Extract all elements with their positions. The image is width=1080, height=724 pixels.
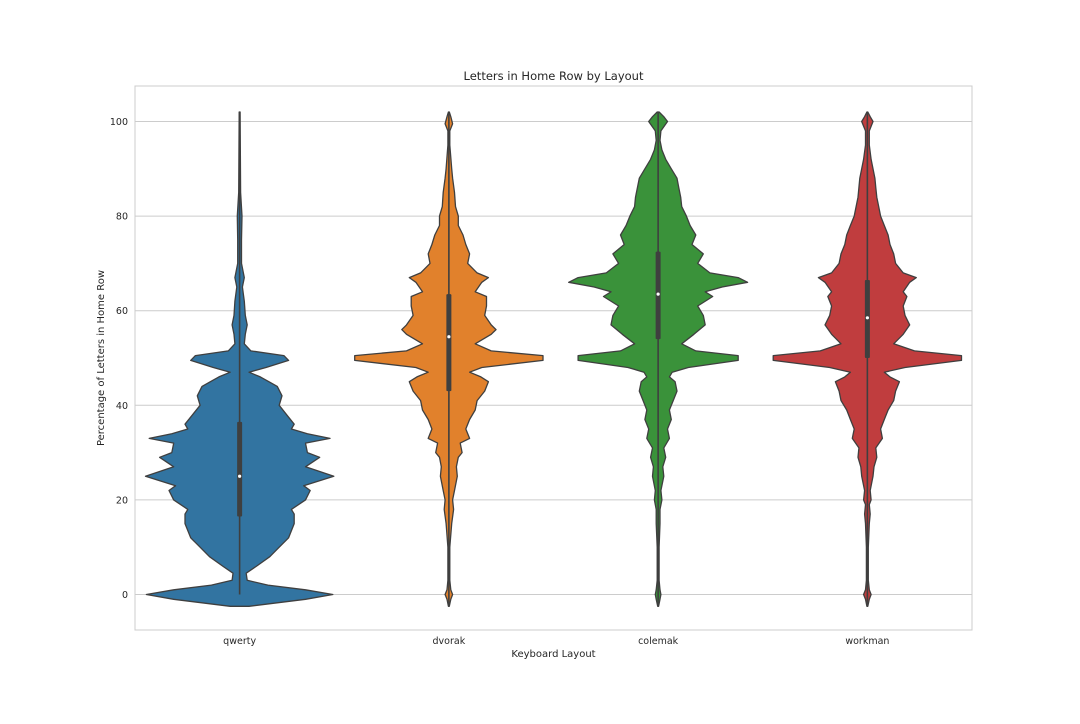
median-point-qwerty [238,474,242,478]
y-tick-label: 0 [122,590,128,601]
box-dvorak [446,294,452,392]
x-tick-labels: qwerty dvorak colemak workman [223,636,889,647]
y-axis-label: Percentage of Letters in Home Row [96,270,107,446]
y-tick-label: 20 [116,495,128,506]
violins [144,111,963,607]
x-axis-label: Keyboard Layout [511,649,595,660]
y-tick-label: 100 [110,117,128,128]
median-point-colemak [656,292,660,296]
y-tick-labels: 0 20 40 60 80 100 [110,117,128,601]
box-qwerty [237,421,243,517]
x-tick-label-dvorak: dvorak [433,636,466,647]
x-tick-label-colemak: colemak [638,636,679,647]
y-tick-label: 80 [116,212,128,223]
median-point-dvorak [447,335,451,339]
chart-title: Letters in Home Row by Layout [464,69,644,83]
y-tick-label: 40 [116,401,128,412]
x-tick-label-workman: workman [845,636,889,647]
y-tick-label: 60 [116,306,128,317]
median-point-workman [865,316,869,320]
x-tick-label-qwerty: qwerty [223,636,256,647]
